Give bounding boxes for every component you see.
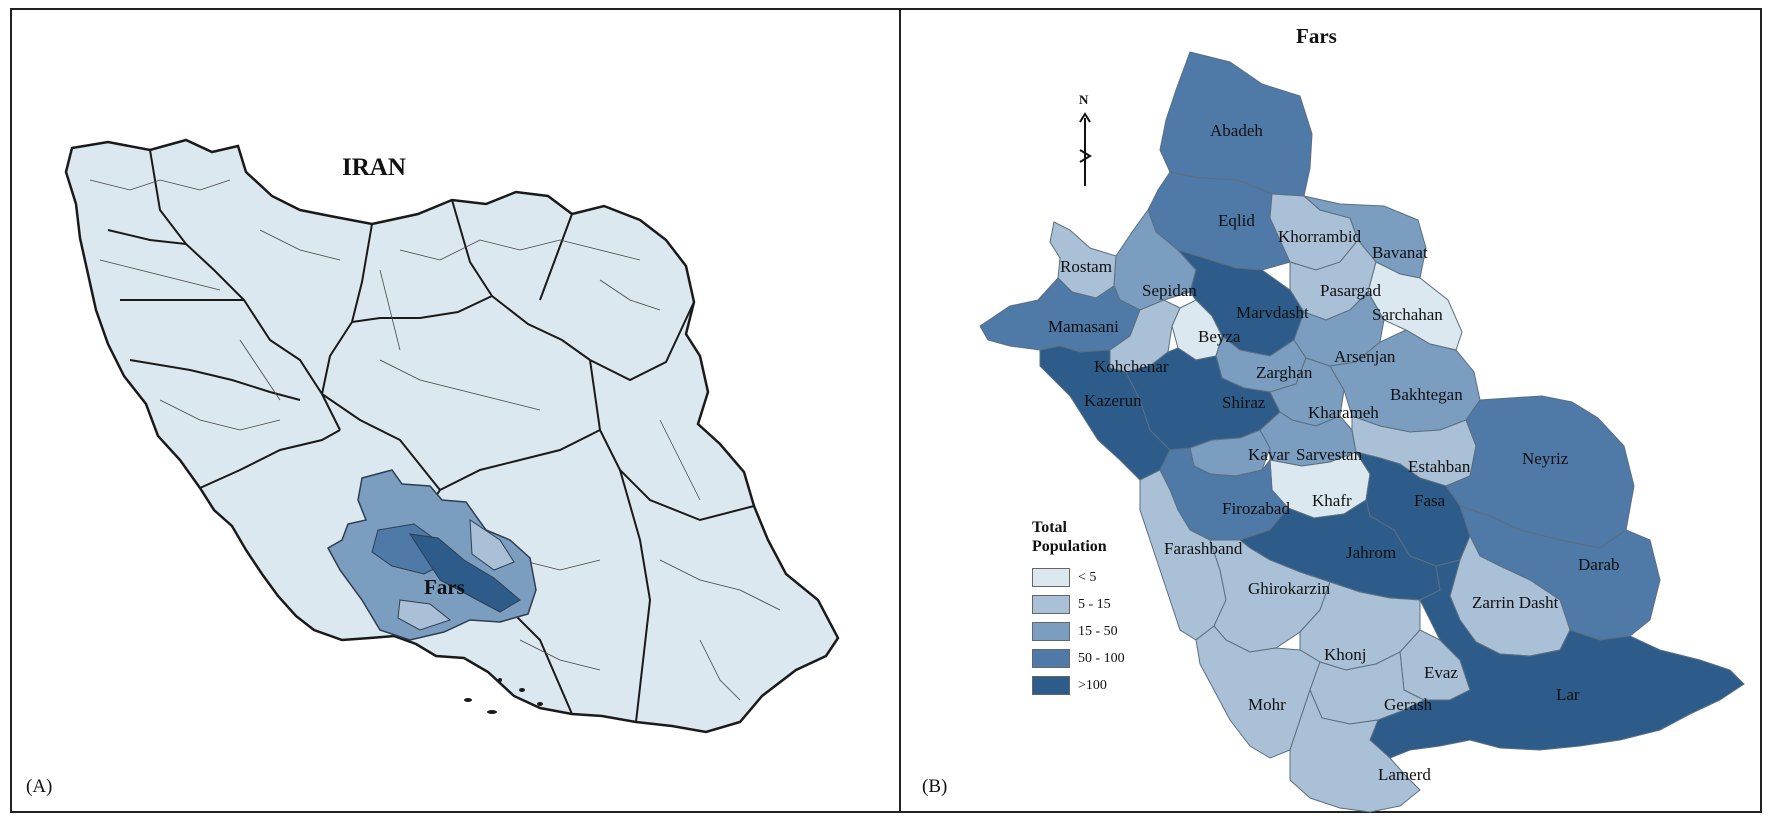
iran-map-title: IRAN	[342, 154, 406, 181]
label-lamerd: Lamerd	[1378, 765, 1431, 784]
label-zarrin-dasht: Zarrin Dasht	[1472, 593, 1559, 612]
label-bavanat: Bavanat	[1372, 243, 1428, 262]
label-arsenjan: Arsenjan	[1334, 347, 1396, 366]
legend: Total Population < 5 5 - 15 15 - 50 50 -…	[1032, 518, 1172, 699]
label-ghirokarzin: Ghirokarzin	[1248, 579, 1331, 598]
label-marvdasht: Marvdasht	[1236, 303, 1309, 322]
label-sarvestan: Sarvestan	[1296, 445, 1363, 464]
legend-title: Total Population	[1032, 518, 1172, 556]
label-khafr: Khafr	[1312, 491, 1352, 510]
label-firozabad: Firozabad	[1222, 499, 1290, 518]
iran-province-borders	[107, 149, 755, 723]
legend-label: < 5	[1078, 569, 1097, 585]
label-zarghan: Zarghan	[1256, 363, 1313, 382]
label-estahban: Estahban	[1408, 457, 1471, 476]
panel-a-label: (A)	[26, 776, 53, 797]
label-kohchenar: Kohchenar	[1094, 357, 1169, 376]
legend-title-line2: Population	[1032, 538, 1107, 555]
legend-swatch	[1032, 568, 1070, 587]
label-fasa: Fasa	[1414, 491, 1446, 510]
iran-map: Fars	[64, 138, 840, 734]
fars-highlight	[326, 469, 537, 641]
district-labels: Abadeh Eqlid Khorrambid Bavanat Rostam S…	[1048, 121, 1620, 784]
iran-county-borders	[89, 179, 781, 701]
fars-map-label: Fars	[424, 575, 465, 599]
legend-swatch	[1032, 649, 1070, 668]
iran-outline	[64, 138, 840, 734]
legend-item: 50 - 100	[1032, 645, 1172, 672]
panel-b-label: (B)	[922, 776, 948, 797]
legend-label: 15 - 50	[1078, 623, 1118, 639]
label-sepidan: Sepidan	[1142, 281, 1197, 300]
iran-islands	[464, 678, 543, 714]
district-lamerd	[1289, 688, 1421, 813]
legend-item: 15 - 50	[1032, 618, 1172, 645]
label-gerash: Gerash	[1384, 695, 1433, 714]
north-arrow-icon: N	[1079, 92, 1092, 186]
label-abadeh: Abadeh	[1210, 121, 1263, 140]
label-beyza: Beyza	[1198, 327, 1241, 346]
label-farashband: Farashband	[1164, 539, 1243, 558]
label-bakhtegan: Bakhtegan	[1390, 385, 1463, 404]
label-mamasani: Mamasani	[1048, 317, 1119, 336]
label-khonj: Khonj	[1324, 645, 1367, 664]
label-kazerun: Kazerun	[1084, 391, 1142, 410]
label-darab: Darab	[1578, 555, 1620, 574]
label-kharameh: Kharameh	[1308, 403, 1379, 422]
legend-item: < 5	[1032, 564, 1172, 591]
legend-label: 5 - 15	[1078, 596, 1111, 612]
label-eqlid: Eqlid	[1218, 211, 1255, 230]
fars-map-title: Fars	[1296, 24, 1337, 48]
label-lar: Lar	[1556, 685, 1580, 704]
label-jahrom: Jahrom	[1346, 543, 1396, 562]
label-pasargad: Pasargad	[1320, 281, 1382, 300]
legend-item: 5 - 15	[1032, 591, 1172, 618]
label-kavar: Kavar	[1248, 445, 1290, 464]
legend-swatch	[1032, 622, 1070, 641]
label-neyriz: Neyriz	[1522, 449, 1569, 468]
label-khorrambid: Khorrambid	[1278, 227, 1362, 246]
legend-item: >100	[1032, 672, 1172, 699]
label-shiraz: Shiraz	[1222, 393, 1266, 412]
label-sarchahan: Sarchahan	[1372, 305, 1443, 324]
label-mohr: Mohr	[1248, 695, 1286, 714]
legend-label: 50 - 100	[1078, 650, 1125, 666]
label-rostam: Rostam	[1060, 257, 1112, 276]
legend-label: >100	[1078, 677, 1107, 693]
panel-divider	[899, 8, 901, 813]
legend-swatch	[1032, 676, 1070, 695]
svg-text:N: N	[1079, 92, 1089, 107]
legend-title-line1: Total	[1032, 519, 1067, 536]
label-evaz: Evaz	[1424, 663, 1458, 682]
legend-swatch	[1032, 595, 1070, 614]
figure-frame	[10, 8, 1762, 813]
